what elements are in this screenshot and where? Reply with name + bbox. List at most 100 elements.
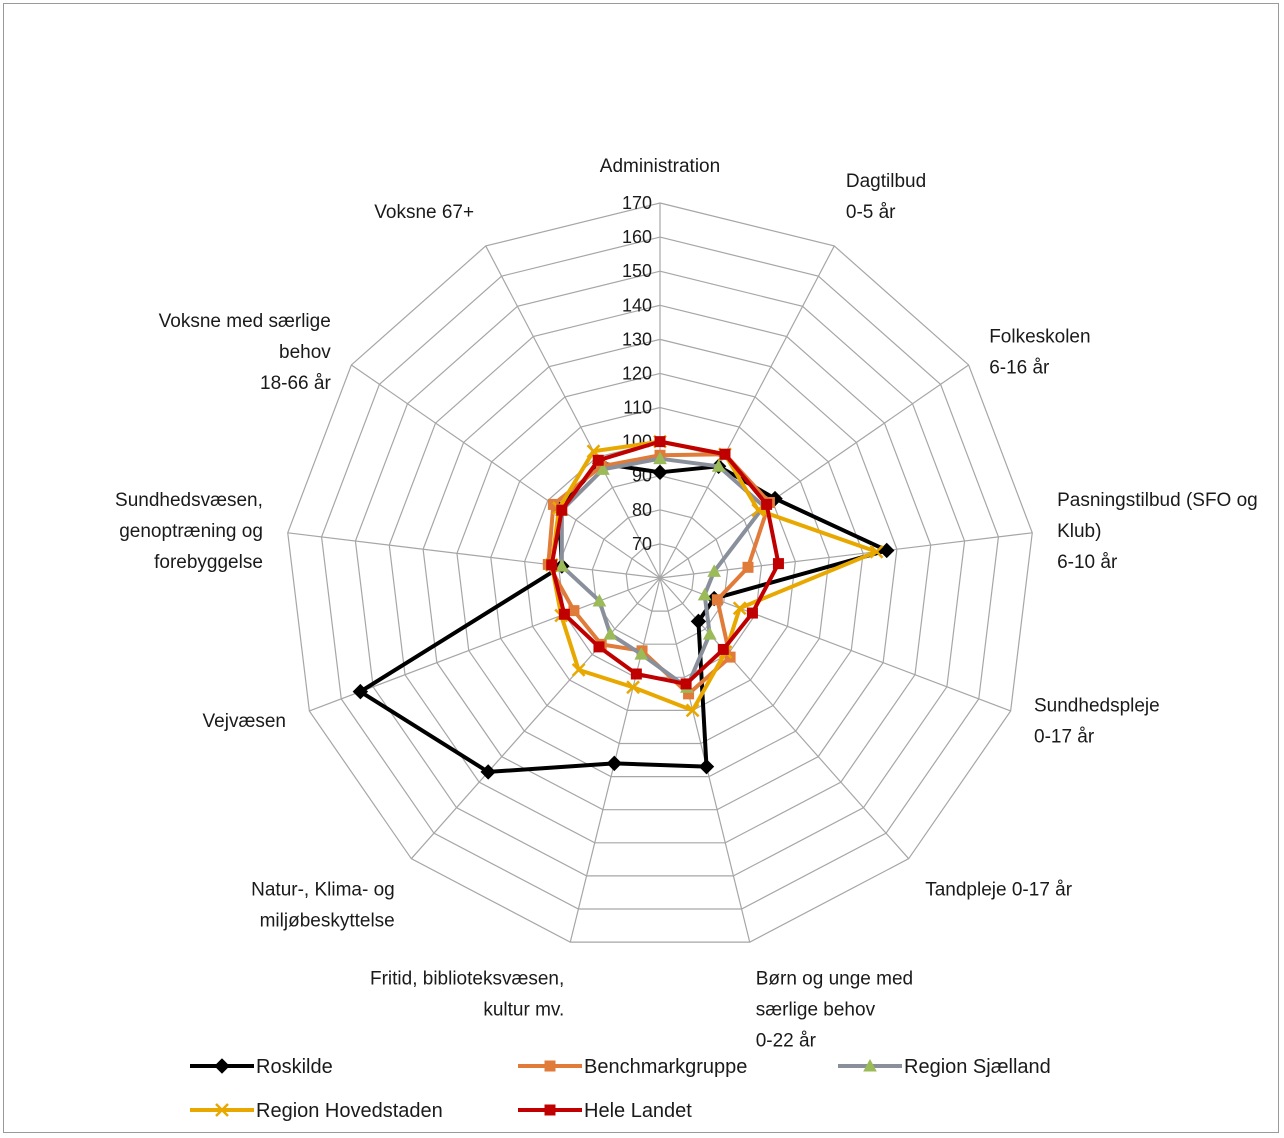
series-hele-landet [546,436,784,690]
category-label: Sundhedspleje 0-17 år [1034,695,1160,747]
data-point [603,627,618,640]
data-point [711,594,723,606]
category-label-line: forebyggelse [154,552,263,573]
category-label-line: 0-22 år [756,1030,817,1051]
category-label-line: Pasningstilbud (SFO og [1057,490,1258,511]
category-label-line: Natur-, Klima- og [251,879,395,900]
data-point [480,764,496,780]
data-point [568,605,580,617]
category-label: Tandpleje 0-17 år [925,879,1072,900]
spoke [659,532,1033,579]
spoke [351,364,661,579]
category-label-line: Vejvæsen [203,711,286,732]
legend-label: Region Sjælland [904,1056,1051,1078]
legend-item: Benchmarkgruppe [518,1056,747,1078]
tick-label: 160 [622,227,652,247]
grid-ring-110 [490,406,830,745]
data-point [556,504,568,516]
legend-marker [215,1103,229,1117]
category-label: Folkeskolen 6-16 år [989,326,1090,378]
legend-marker [544,1104,556,1116]
category-label-line: 0-5 år [846,202,896,223]
category-label-line: Sundhedsvæsen, [115,490,263,511]
category-label-line: Voksne med særlige [159,311,331,332]
data-point [653,451,667,465]
category-label: Voksne med særlige behov 18-66 år [159,311,332,394]
data-point [742,561,754,573]
data-point [702,627,717,640]
spoke [287,532,661,579]
category-label-line: Sundhedspleje [1034,695,1160,716]
category-label-line: særlige behov [756,999,876,1020]
legend: Roskilde Benchmarkgruppe Region Sjælland Re… [190,1056,1051,1122]
data-point [746,607,758,619]
category-label: Sundhedsvæsen, genoptræning og forebyggels… [115,490,263,573]
series-line [549,439,781,686]
data-point [634,647,649,660]
tick-label: 170 [622,193,652,213]
grid-ring-170 [287,202,1033,943]
series-roskilde [352,455,895,780]
category-label-line: Klub) [1057,521,1101,542]
data-point [711,459,726,472]
data-point [707,564,721,577]
grid-ring-100 [524,441,796,712]
legend-marker [544,1060,556,1072]
grid-ring-150 [354,270,966,877]
data-point [593,641,605,653]
legend-label: Region Hovedstaden [256,1100,443,1122]
data-point [352,683,369,700]
legend-label: Hele Landet [584,1100,692,1122]
grid-ring-80 [591,509,729,645]
data-point [571,662,586,677]
grid-ring-160 [320,236,1000,910]
data-point [879,542,895,559]
category-label: Natur-, Klima- og miljøbeskyttelse [251,879,395,931]
tick-label: 70 [632,534,652,554]
legend-item: Hele Landet [518,1100,692,1122]
data-point [680,678,692,690]
tick-label: 130 [622,329,652,349]
category-label-line: 18-66 år [260,373,331,394]
category-label-line: genoptræning og [119,521,263,542]
category-label-line: 6-10 år [1057,552,1118,573]
category-label: Dagtilbud 0-5 år [846,171,926,223]
category-label: Voksne 67+ [374,202,474,223]
category-label: Vejvæsen [203,711,286,732]
spoke [485,245,661,579]
category-labels: Administration Dagtilbud 0-5 år Folkeskolen… [115,156,1258,1051]
data-point [546,559,558,571]
data-point [558,608,570,620]
category-label-line: Voksne 67+ [374,202,474,223]
data-point [690,613,707,630]
spoke [659,364,969,579]
legend-marker [863,1058,877,1072]
category-label: Børn og unge med særlige behov 0-22 år [756,968,913,1051]
data-point [555,559,569,572]
data-point [630,668,642,680]
data-point [772,558,784,570]
tick-label: 110 [623,398,652,418]
tick-label: 140 [622,295,652,315]
legend-marker [214,1058,230,1074]
grid-ring-130 [422,338,898,811]
data-point [592,593,607,607]
chart-frame [3,3,1279,1133]
legend-label: Roskilde [256,1056,333,1078]
data-point [717,643,729,655]
category-label-line: kultur mv. [483,999,564,1020]
category-label-line: Administration [600,156,720,177]
data-point [654,436,666,448]
data-point [596,462,610,475]
series-line [549,439,879,713]
category-label-line: miljøbeskyttelse [260,910,395,931]
data-point [732,601,747,616]
data-point [592,454,604,466]
grid [287,202,1033,943]
spoke [410,577,661,860]
data-point [606,755,623,772]
category-label-line: Fritid, biblioteksvæsen, [370,968,564,989]
category-label: Fritid, biblioteksvæsen, kultur mv. [370,968,564,1020]
